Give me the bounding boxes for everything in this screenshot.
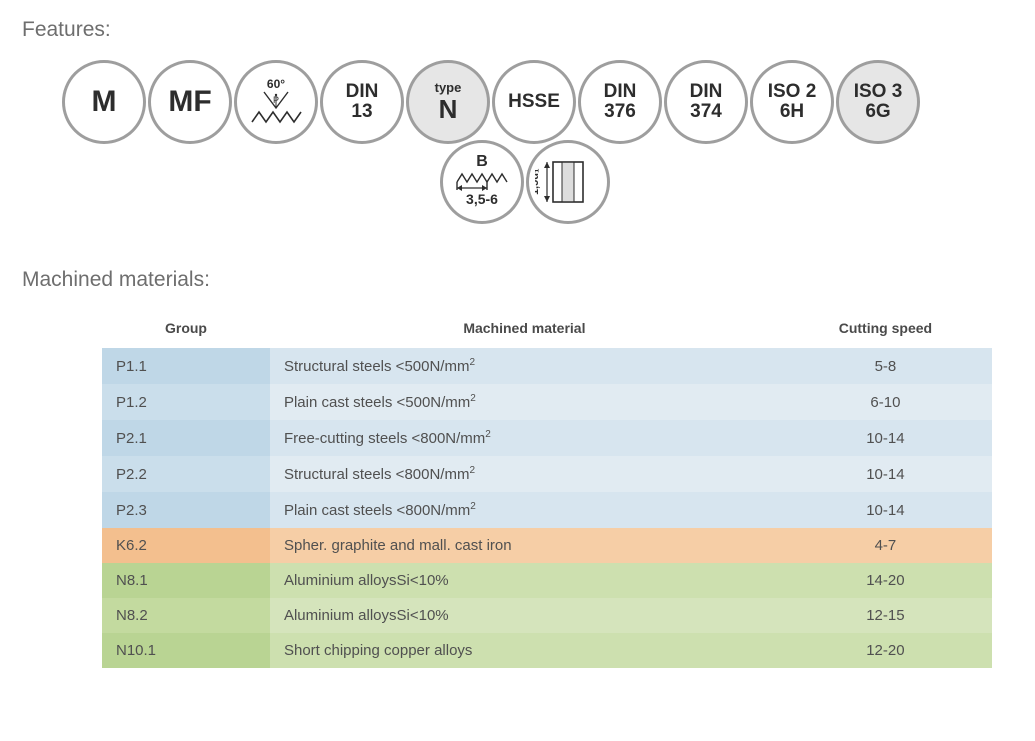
cell-group: N8.2 (102, 598, 270, 633)
table-row: P1.2Plain cast steels <500N/mm26-10 (102, 384, 992, 420)
cell-speed: 6-10 (779, 384, 992, 420)
cell-material: Plain cast steels <800N/mm2 (270, 492, 779, 528)
svg-text:P: P (273, 95, 279, 105)
materials-table: Group Machined material Cutting speed P1… (102, 310, 992, 668)
table-row: K6.2Spher. graphite and mall. cast iron4… (102, 528, 992, 563)
svg-text:B: B (476, 153, 488, 170)
feature-badge: DIN376 (578, 60, 662, 144)
table-row: N10.1Short chipping copper alloys12-20 (102, 633, 992, 668)
table-row: P2.3Plain cast steels <800N/mm210-14 (102, 492, 992, 528)
feature-badge: ~1,5d₁ (526, 140, 610, 224)
feature-badge: ISO 36G (836, 60, 920, 144)
svg-text:~1,5d₁: ~1,5d₁ (535, 168, 541, 201)
col-group: Group (102, 310, 270, 348)
feature-badge: typeN (406, 60, 490, 144)
cell-speed: 10-14 (779, 420, 992, 456)
cell-speed: 12-15 (779, 598, 992, 633)
cell-group: N10.1 (102, 633, 270, 668)
cell-group: K6.2 (102, 528, 270, 563)
cell-material: Free-cutting steels <800N/mm2 (270, 420, 779, 456)
col-speed: Cutting speed (779, 310, 992, 348)
svg-text:60°: 60° (267, 78, 285, 91)
table-row: N8.2Aluminium alloysSi<10%12-15 (102, 598, 992, 633)
features-heading: Features: (22, 18, 1013, 42)
col-material: Machined material (270, 310, 779, 348)
cell-material: Aluminium alloysSi<10% (270, 598, 779, 633)
materials-heading: Machined materials: (22, 268, 1013, 292)
feature-badge: M (62, 60, 146, 144)
cell-material: Aluminium alloysSi<10% (270, 563, 779, 598)
badge-row-2: B 3,5-6 ~1,5d₁ (62, 140, 1013, 224)
cell-material: Short chipping copper alloys (270, 633, 779, 668)
svg-text:3,5-6: 3,5-6 (466, 191, 498, 207)
feature-badge: B 3,5-6 (440, 140, 524, 224)
feature-badge: DIN13 (320, 60, 404, 144)
cell-speed: 10-14 (779, 456, 992, 492)
cell-speed: 5-8 (779, 348, 992, 384)
cell-group: P1.1 (102, 348, 270, 384)
cell-material: Plain cast steels <500N/mm2 (270, 384, 779, 420)
feature-badge: ISO 26H (750, 60, 834, 144)
cell-group: P2.2 (102, 456, 270, 492)
cell-group: N8.1 (102, 563, 270, 598)
feature-badge: MF (148, 60, 232, 144)
table-row: P2.1Free-cutting steels <800N/mm210-14 (102, 420, 992, 456)
badge-row-1: MMF 60° P DIN13typeNHSSEDIN376DIN374ISO … (62, 60, 1013, 144)
cell-material: Structural steels <800N/mm2 (270, 456, 779, 492)
cell-group: P1.2 (102, 384, 270, 420)
materials-body: P1.1Structural steels <500N/mm25-8P1.2Pl… (102, 348, 992, 668)
feature-badge: HSSE (492, 60, 576, 144)
table-row: P1.1Structural steels <500N/mm25-8 (102, 348, 992, 384)
table-row: P2.2Structural steels <800N/mm210-14 (102, 456, 992, 492)
cell-speed: 14-20 (779, 563, 992, 598)
feature-badge: DIN374 (664, 60, 748, 144)
feature-badge: 60° P (234, 60, 318, 144)
cell-material: Spher. graphite and mall. cast iron (270, 528, 779, 563)
cell-group: P2.1 (102, 420, 270, 456)
cell-speed: 12-20 (779, 633, 992, 668)
table-header-row: Group Machined material Cutting speed (102, 310, 992, 348)
feature-badges: MMF 60° P DIN13typeNHSSEDIN376DIN374ISO … (22, 60, 1013, 224)
table-row: N8.1Aluminium alloysSi<10%14-20 (102, 563, 992, 598)
cell-group: P2.3 (102, 492, 270, 528)
cell-speed: 10-14 (779, 492, 992, 528)
cell-speed: 4-7 (779, 528, 992, 563)
cell-material: Structural steels <500N/mm2 (270, 348, 779, 384)
